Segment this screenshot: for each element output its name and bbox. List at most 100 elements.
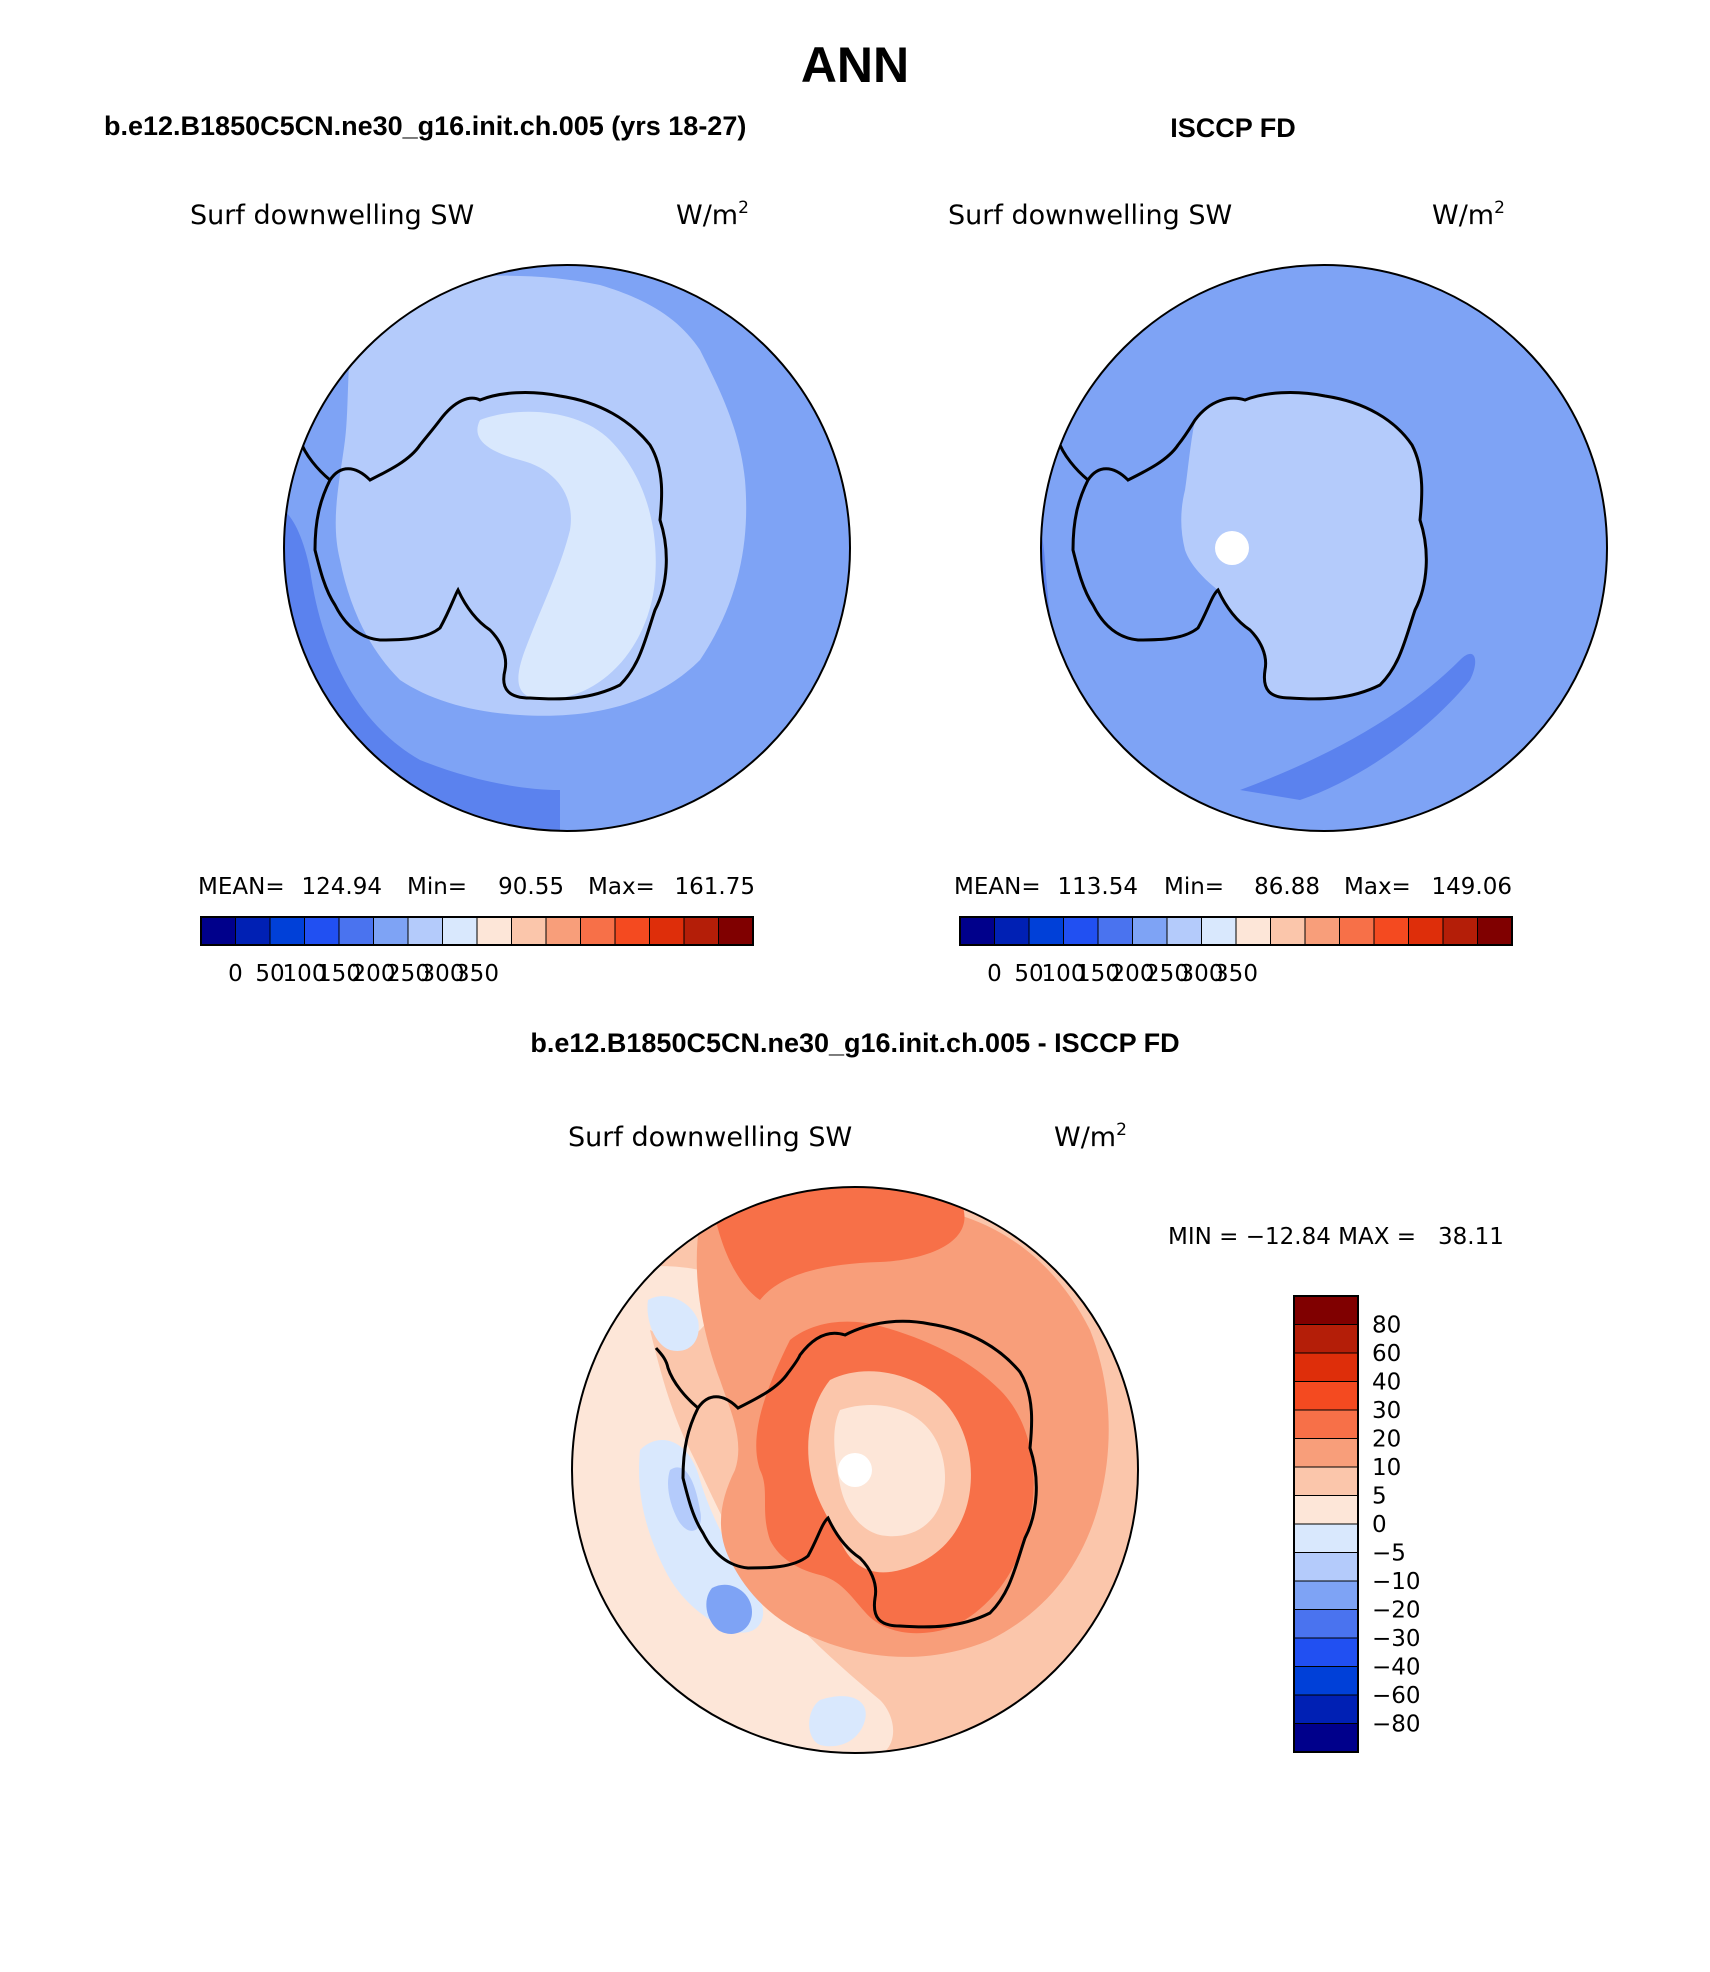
colorbar-swatch [1293, 1466, 1359, 1496]
mean-value: 113.54 [1058, 874, 1138, 900]
mean-label: MEAN= [954, 874, 1041, 900]
panel-header: b.e12.B1850C5CN.ne30_g16.init.ch.005 - I… [530, 1028, 1179, 1058]
panel-header: b.e12.B1850C5CN.ne30_g16.init.ch.005 (yr… [104, 111, 746, 141]
panel-obs: ISCCP FD Surf downwelling SW W/m2 MEAN= … [948, 113, 1608, 987]
map-negative-blue-patch [706, 1584, 752, 1634]
map-contour-band-strong-orange [710, 1187, 965, 1300]
colorbar-tick-label: 0 [228, 961, 243, 987]
colorbar-swatch [269, 916, 305, 946]
colorbar-swatch [959, 916, 995, 946]
colorbar-tick-label: 5 [1372, 1484, 1387, 1510]
map-negative-blue-patch [647, 1296, 699, 1351]
colorbar-swatch [1293, 1495, 1359, 1525]
colorbar-tick-label: −80 [1372, 1712, 1421, 1738]
colorbar-swatch [580, 916, 616, 946]
colorbar-tick-label: 200 [352, 961, 396, 987]
stats-line: MEAN= 113.54 Min= 86.88 Max= 149.06 [954, 874, 1512, 900]
antarctica-coastline [654, 1319, 1038, 1629]
colorbar-swatch [200, 916, 236, 946]
colorbar-frame [200, 916, 754, 946]
colorbar-swatch [304, 916, 340, 946]
colorbar-tick-label: −20 [1372, 1598, 1421, 1624]
colorbar-tick-label: 30 [1372, 1398, 1401, 1424]
colorbar-swatch [649, 916, 685, 946]
colorbar-swatch [511, 916, 547, 946]
colorbar-swatch [1293, 1694, 1359, 1724]
colorbar-frame [1293, 1295, 1359, 1753]
units-label: W/m2 [1054, 1120, 1127, 1153]
colorbar-tick-label: 250 [386, 961, 430, 987]
colorbar-tick-label: 20 [1372, 1427, 1401, 1453]
max-label: Max= [588, 874, 655, 900]
figure-title: ANN [801, 37, 909, 93]
colorbar-swatch [1293, 1324, 1359, 1354]
colorbar-swatch [1408, 916, 1444, 946]
colorbar-swatch [1293, 1580, 1359, 1610]
polar-map [1041, 265, 1607, 831]
polar-map [284, 265, 850, 831]
colorbar-tick-label: −10 [1372, 1569, 1421, 1595]
units-label: W/m2 [676, 198, 749, 231]
colorbar-tick-label: −40 [1372, 1655, 1421, 1681]
colorbar-tick-label: −30 [1372, 1626, 1421, 1652]
map-boundary [1040, 264, 1608, 832]
colorbar-swatch [1293, 1609, 1359, 1639]
colorbar-tick-label: 10 [1372, 1455, 1401, 1481]
colorbar-swatch [1339, 916, 1375, 946]
variable-label: Surf downwelling SW [948, 200, 1232, 231]
colorbar-swatch [1293, 1295, 1359, 1325]
colorbar-tick-label: 100 [1042, 961, 1086, 987]
colorbar-swatch [1293, 1723, 1359, 1753]
panel-difference: b.e12.B1850C5CN.ne30_g16.init.ch.005 - I… [530, 1028, 1504, 1754]
colorbar-swatch [407, 916, 443, 946]
stats-line: MEAN= 124.94 Min= 90.55 Max= 161.75 [198, 874, 755, 900]
colorbar-swatch [1293, 1352, 1359, 1382]
min-value: 86.88 [1254, 874, 1320, 900]
colorbar-swatch [994, 916, 1030, 946]
panel-model: b.e12.B1850C5CN.ne30_g16.init.ch.005 (yr… [104, 111, 851, 987]
colorbar-swatch [235, 916, 271, 946]
colorbar-swatch [1293, 1666, 1359, 1696]
variable-label: Surf downwelling SW [190, 200, 474, 231]
colorbar-swatch [1028, 916, 1064, 946]
colorbar-tick-label: −5 [1372, 1541, 1406, 1567]
colorbar-tick-label: 100 [283, 961, 327, 987]
map-boundary [571, 1186, 1139, 1754]
colorbar-swatch [1477, 916, 1513, 946]
colorbar-tick-label: 0 [987, 961, 1002, 987]
colorbar-tick-label: 150 [317, 961, 361, 987]
colorbar-swatch [1442, 916, 1478, 946]
colorbar-swatch [1097, 916, 1133, 946]
colorbar-swatch [683, 916, 719, 946]
panel-header: ISCCP FD [1170, 113, 1296, 143]
colorbar-tick-label: 150 [1076, 961, 1120, 987]
colorbar-tick-label: 0 [1372, 1512, 1387, 1538]
colorbar-tick-label: 350 [1214, 961, 1258, 987]
colorbar-swatch [476, 916, 512, 946]
colorbar-swatch [1293, 1409, 1359, 1439]
min-value: 90.55 [498, 874, 564, 900]
map-contour-band-lighter [477, 411, 656, 700]
colorbar-swatch [1293, 1381, 1359, 1411]
pole-missing-data [838, 1453, 872, 1487]
colorbar-swatch [1293, 1552, 1359, 1582]
variable-label: Surf downwelling SW [568, 1122, 852, 1153]
map-contour-band-center-pale [834, 1405, 945, 1537]
min-label: Min= [407, 874, 467, 900]
map-boundary [283, 264, 851, 832]
polar-map [572, 1187, 1138, 1753]
colorbar-swatch [338, 916, 374, 946]
colorbar-tick-label: 80 [1372, 1313, 1401, 1339]
colorbar-frame [959, 916, 1513, 946]
minmax-label: MIN = −12.84 MAX = 38.11 [1168, 1224, 1504, 1250]
colorbar-tick-label: 250 [1145, 961, 1189, 987]
colorbar-swatch [1373, 916, 1409, 946]
colorbar-swatch [1270, 916, 1306, 946]
colorbar-tick-label: 350 [455, 961, 499, 987]
colorbar-tick-label: −60 [1372, 1683, 1421, 1709]
colorbar-swatch [1293, 1523, 1359, 1553]
pole-missing-data [1215, 531, 1249, 565]
